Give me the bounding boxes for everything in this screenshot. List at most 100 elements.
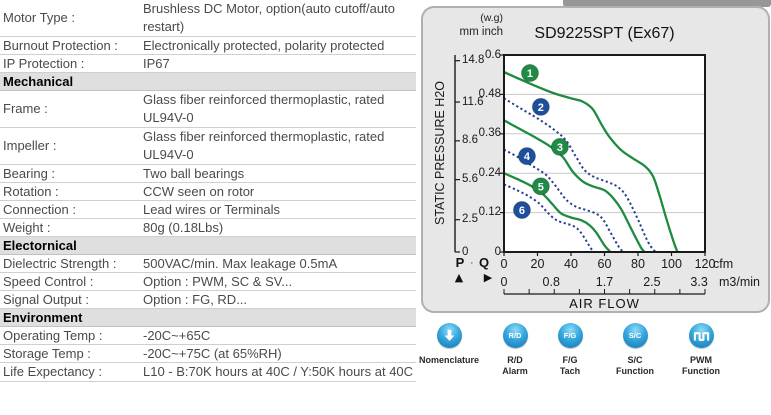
- y-tick-inch: 0.36: [478, 127, 501, 140]
- spec-row: Signal Output : Option : FG, RD...: [0, 291, 416, 309]
- y-tick-mm: 8.6: [462, 134, 478, 147]
- curve-5: [504, 172, 612, 252]
- x-tick-cfm: 80: [631, 257, 645, 271]
- curve-badge-number: 5: [538, 181, 544, 193]
- x-unit-m3min: m3/min: [719, 275, 760, 289]
- feature-fg-tach[interactable]: F/G F/G Tach: [528, 323, 612, 376]
- top-navigation-cutoff[interactable]: [563, 0, 771, 7]
- spec-label: Storage Temp :: [3, 346, 91, 361]
- spec-value: Brushless DC Motor, option(auto cutoff/a…: [143, 1, 395, 34]
- y-tick-inch: 0.12: [478, 206, 501, 219]
- spec-label: Operating Temp :: [3, 328, 103, 343]
- spec-section-header: Mechanical: [0, 73, 416, 91]
- spec-label: Weight :: [3, 220, 51, 235]
- spec-row: Impeller : Glass fiber reinforced thermop…: [0, 128, 416, 165]
- pwm-function-icon[interactable]: [688, 323, 714, 348]
- feature-rd-alarm[interactable]: R/D R/D Alarm: [473, 323, 557, 376]
- pwm-wave-glyph-icon: [693, 331, 709, 341]
- spec-label: Frame :: [3, 101, 48, 116]
- feature-label: F/G Tach: [559, 355, 581, 376]
- spec-label: Bearing :: [3, 166, 56, 181]
- x-tick-m3min: 0: [500, 275, 508, 289]
- curve-2: [504, 97, 657, 252]
- spec-row: Operating Temp : -20C~+65C: [0, 327, 416, 345]
- y-tick-mm: 11.6: [462, 95, 484, 108]
- feature-pwm-function[interactable]: PWM Function: [659, 323, 743, 376]
- feature-label: R/D Alarm: [502, 355, 528, 376]
- feature-nomenclature[interactable]: Nomenclature: [407, 323, 491, 366]
- spec-value: 500VAC/min. Max leakage 0.5mA: [143, 256, 338, 271]
- spec-section-header: Environment: [0, 309, 416, 327]
- y-scale-header: mm inch: [459, 26, 503, 38]
- curve-1: [504, 71, 679, 252]
- y-tick-inch: 0.48: [478, 87, 501, 100]
- spec-value: Glass fiber reinforced thermoplastic, ra…: [143, 129, 385, 162]
- spec-label: Dielectric Strength :: [3, 256, 117, 271]
- x-tick-m3min: 1.7: [595, 275, 614, 289]
- curve-badge-4: [517, 147, 536, 166]
- spec-row: IP Protection : IP67: [0, 55, 416, 73]
- curve-badge-1: [520, 64, 539, 83]
- spec-label: Impeller :: [3, 138, 57, 153]
- spec-row: Bearing : Two ball bearings: [0, 165, 416, 183]
- spec-row: Rotation : CCW seen on rotor: [0, 183, 416, 201]
- feature-sc-function[interactable]: S/C S/C Function: [593, 323, 677, 376]
- sc-function-icon[interactable]: S/C: [622, 323, 648, 348]
- x-tick-cfm: 60: [597, 257, 612, 271]
- curve-badge-2: [531, 97, 550, 116]
- spec-label: Connection :: [3, 202, 76, 217]
- y-tick-mm: 14.8: [462, 54, 485, 67]
- pressure-axis-arrow-icon: ▲: [454, 271, 464, 284]
- spec-row: Motor Type : Brushless DC Motor, option(a…: [0, 0, 416, 37]
- spec-value: 80g (0.18Lbs): [143, 220, 224, 235]
- curve-badge-3: [550, 137, 569, 156]
- x-tick-cfm: 20: [530, 257, 545, 271]
- spec-value: Glass fiber reinforced thermoplastic, ra…: [143, 92, 385, 125]
- spec-value: -20C~+65C: [143, 328, 211, 343]
- curve-badge-number: 2: [538, 102, 544, 114]
- y-tick-mm: 5.6: [462, 173, 478, 186]
- plot-border: [503, 54, 706, 253]
- y-axis-label: STATIC PRESSURE H2O: [433, 81, 447, 226]
- flow-marker: Q: [478, 255, 490, 270]
- spec-label: Motor Type :: [3, 10, 76, 25]
- spec-value: Option : FG, RD...: [143, 292, 248, 307]
- spec-value: Lead wires or Terminals: [143, 202, 281, 217]
- feature-label: PWM Function: [682, 355, 720, 376]
- spec-row: Life Expectancy : L10 - B:70K hours at 40…: [0, 363, 416, 382]
- fg-tach-icon[interactable]: F/G: [557, 323, 583, 348]
- spec-value: L10 - B:70K hours at 40C / Y:50K hours a…: [143, 364, 414, 379]
- spec-label: Signal Output :: [3, 292, 89, 307]
- x-tick-cfm: 0: [500, 257, 508, 271]
- curve-3: [504, 119, 646, 252]
- rd-alarm-icon[interactable]: R/D: [502, 323, 528, 348]
- plot-area: [504, 55, 705, 252]
- x-tick-m3min: 0.8: [542, 275, 560, 289]
- spec-value: Two ball bearings: [143, 166, 245, 181]
- spec-row: Weight : 80g (0.18Lbs): [0, 219, 416, 237]
- spec-value: -20C~+75C (at 65%RH): [143, 346, 282, 361]
- spec-value: Option : PWM, SC & SV...: [143, 274, 293, 289]
- spec-value: Electronically protected, polarity prote…: [143, 38, 385, 53]
- spec-row: Frame : Glass fiber reinforced thermoplas…: [0, 91, 416, 128]
- curve-badge-number: 4: [524, 151, 531, 163]
- down-arrow-glyph-icon: [444, 329, 454, 341]
- pressure-marker: P: [455, 255, 465, 270]
- x-tick-cfm: 40: [564, 257, 578, 271]
- spec-value: CCW seen on rotor: [143, 184, 255, 199]
- fg-tach-text-glyph: F/G: [563, 331, 577, 340]
- nomenclature-icon[interactable]: [436, 323, 462, 348]
- pressure-unit-note: (w.g): [480, 12, 503, 24]
- spec-value: IP67: [143, 56, 170, 71]
- curve-badge-5: [531, 177, 550, 196]
- pq-separator: ·: [470, 257, 474, 269]
- y-tick-inch: 0: [494, 245, 501, 258]
- curve-badge-number: 6: [519, 205, 525, 217]
- spec-table: Motor Type : Brushless DC Motor, option(a…: [0, 0, 416, 382]
- performance-chart-panel: 1 2 3 4 5 6 (w.g) mm inch SD9225SPT (Ex67) ST…: [421, 6, 770, 313]
- x-tick-m3min: 2.5: [643, 275, 661, 289]
- curve-6: [504, 183, 596, 252]
- spec-row: Speed Control : Option : PWM, SC & SV...: [0, 273, 416, 291]
- y-tick-inch: 0.24: [478, 166, 501, 179]
